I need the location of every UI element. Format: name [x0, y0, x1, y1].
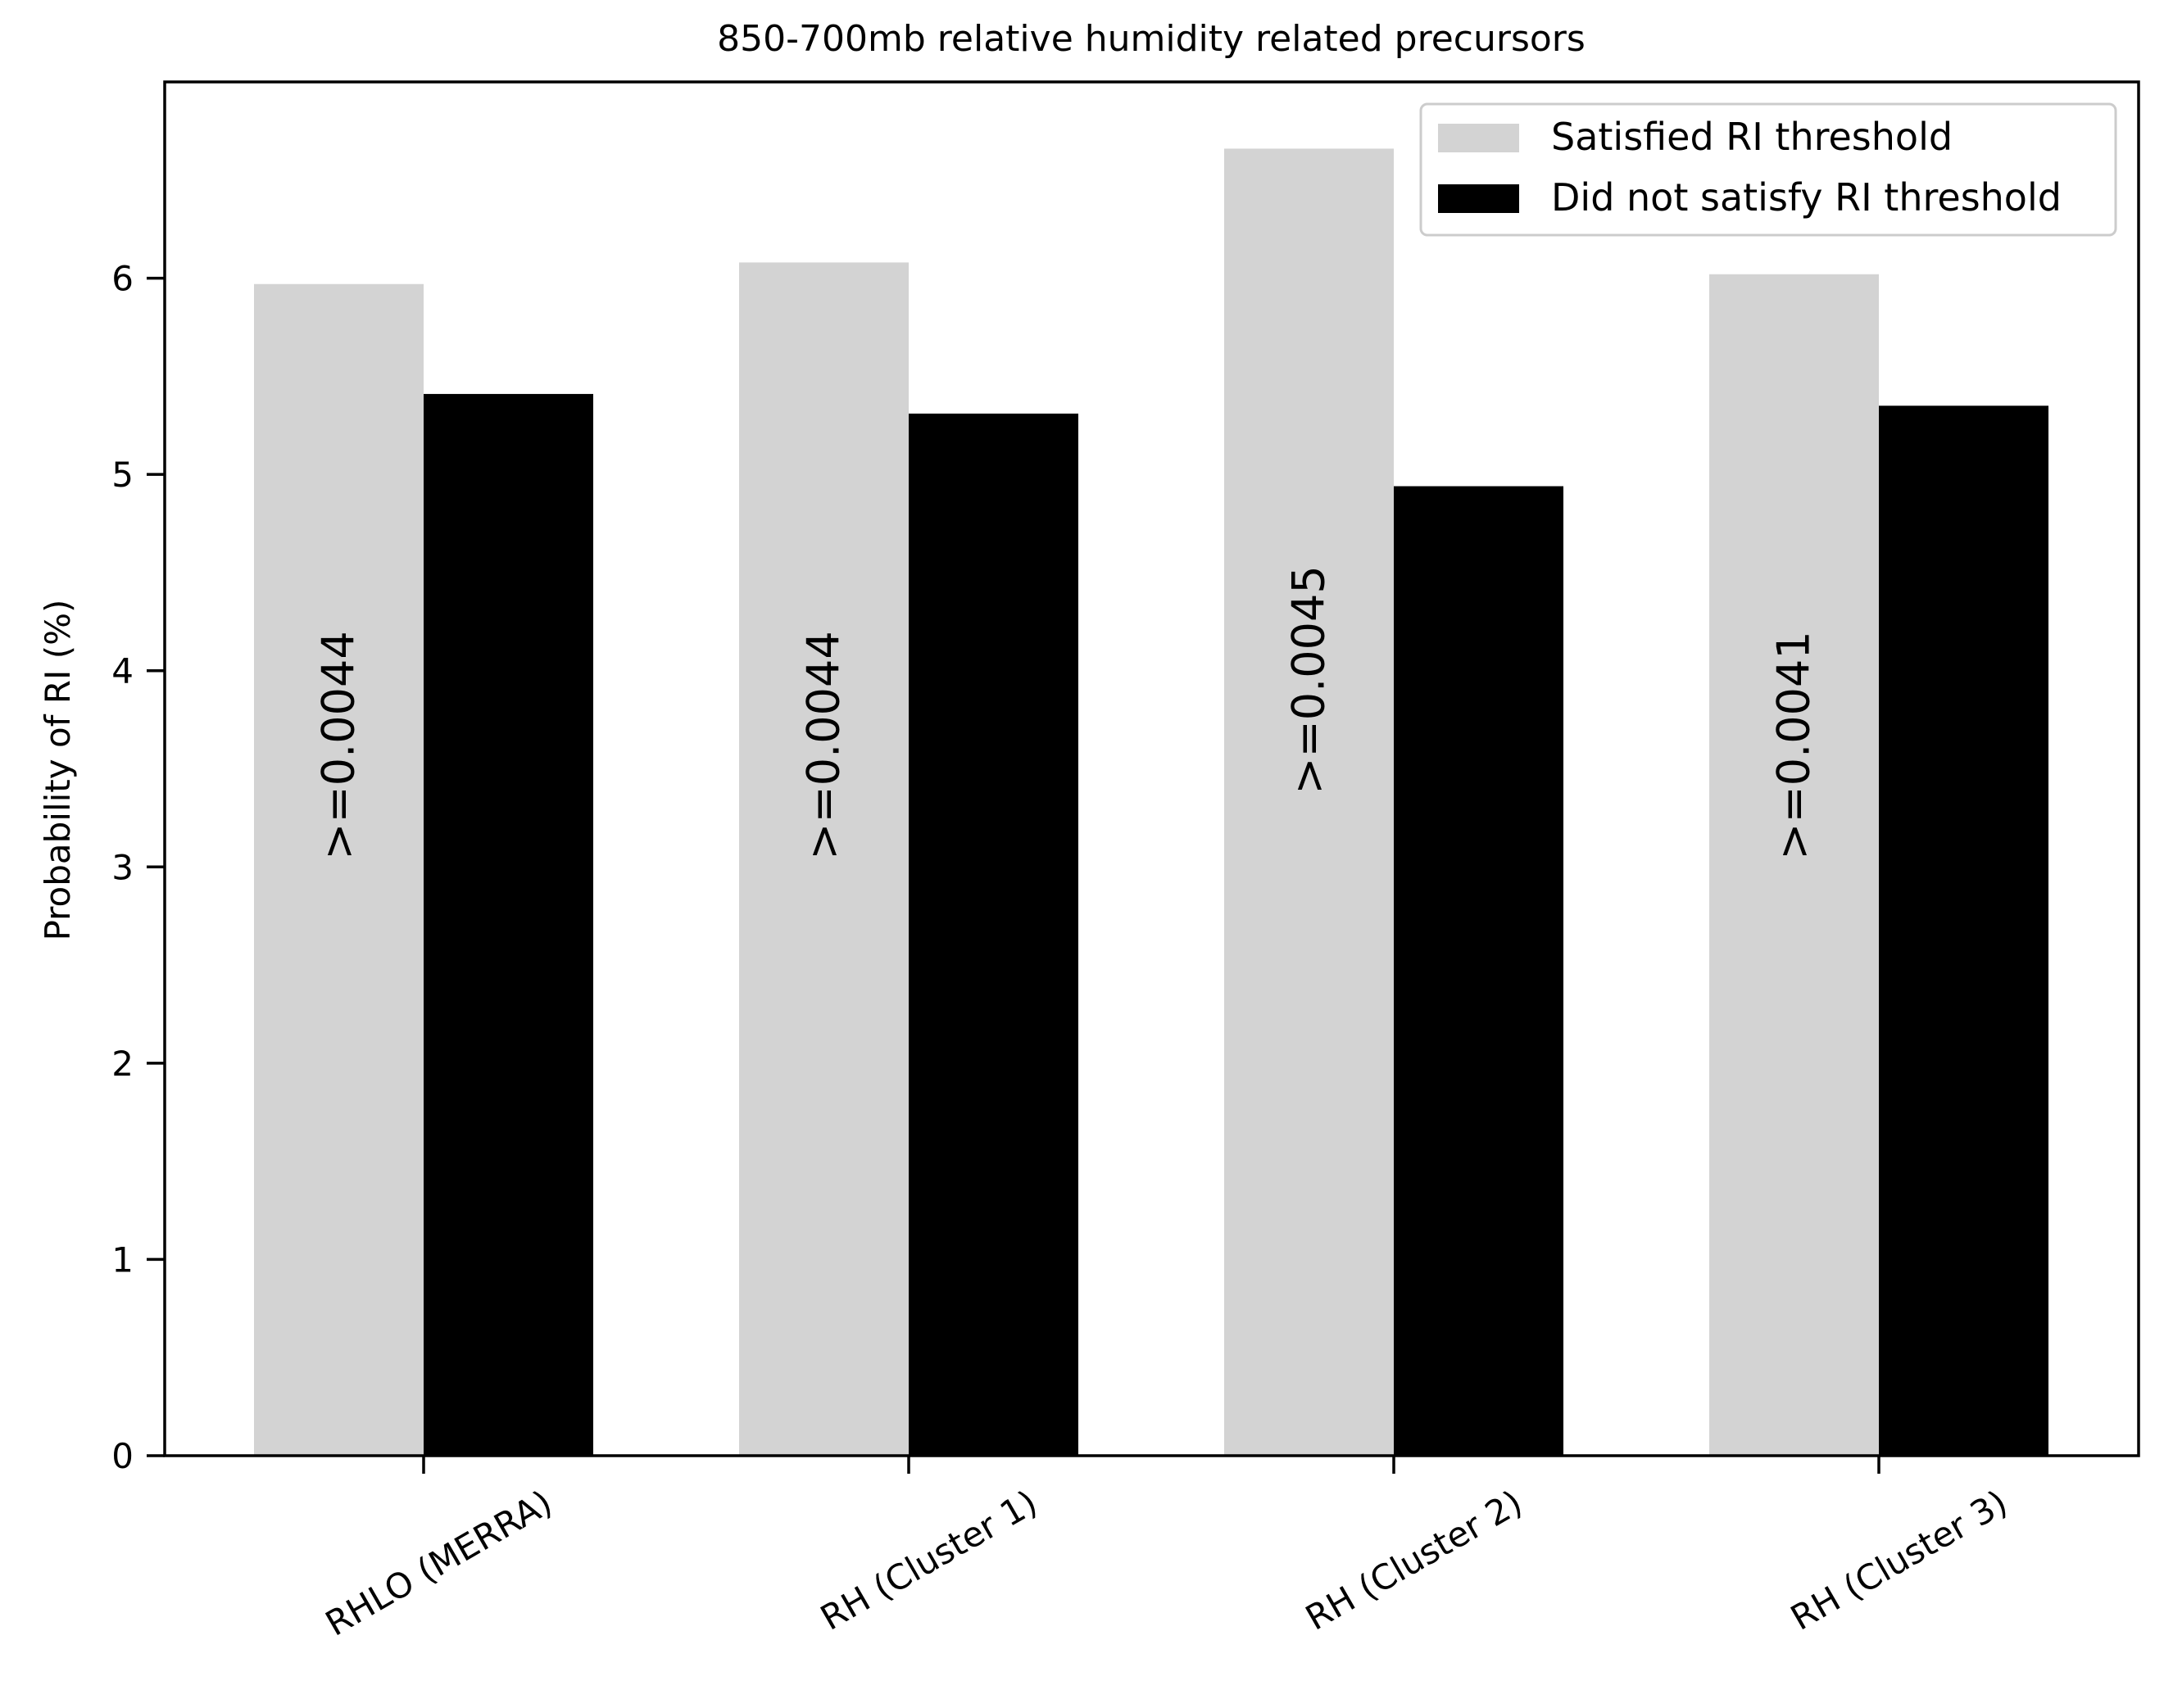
bar-satisfied-3	[1224, 148, 1394, 1456]
annotations-layer: >=0.0044 >=0.0044 >=0.0045 >=0.0041	[313, 565, 1820, 859]
bar-satisfied-4	[1709, 274, 1879, 1456]
legend-swatch-satisfied	[1438, 124, 1519, 152]
y-axis: 0 1 2 3 4 5 6	[111, 259, 165, 1476]
bar-not-satisfied-2	[909, 413, 1078, 1456]
legend-label-not-satisfied: Did not satisfy RI threshold	[1551, 175, 2062, 220]
bar-annotation-3: >=0.0045	[1283, 565, 1335, 794]
bar-not-satisfied-1	[424, 393, 593, 1456]
bar-satisfied-1	[254, 283, 424, 1457]
bar-not-satisfied-3	[1394, 486, 1563, 1457]
bars-layer	[254, 148, 2048, 1457]
chart-title: 850-700mb relative humidity related prec…	[717, 18, 1586, 60]
legend-label-satisfied: Satisfied RI threshold	[1551, 115, 1953, 159]
y-tick-label-4: 4	[111, 651, 134, 691]
legend-swatch-not-satisfied	[1438, 184, 1519, 213]
bar-not-satisfied-4	[1879, 405, 2048, 1456]
legend-frame	[1419, 102, 2117, 237]
legend: Satisfied RI threshold Did not satisfy R…	[1419, 102, 2117, 237]
bar-annotation-2: >=0.0044	[798, 631, 850, 859]
y-axis-label: Probability of RI (%)	[38, 600, 78, 941]
y-tick-label-2: 2	[111, 1044, 134, 1084]
y-tick-label-1: 1	[111, 1239, 134, 1280]
y-tick-label-5: 5	[111, 455, 134, 495]
bar-annotation-1: >=0.0044	[313, 631, 365, 859]
y-tick-label-6: 6	[111, 259, 134, 299]
bar-satisfied-2	[739, 262, 909, 1456]
plot-area-frame	[163, 80, 2140, 1457]
bar-annotation-4: >=0.0041	[1768, 631, 1820, 859]
y-tick-label-0: 0	[111, 1436, 134, 1476]
y-tick-label-3: 3	[111, 847, 134, 887]
